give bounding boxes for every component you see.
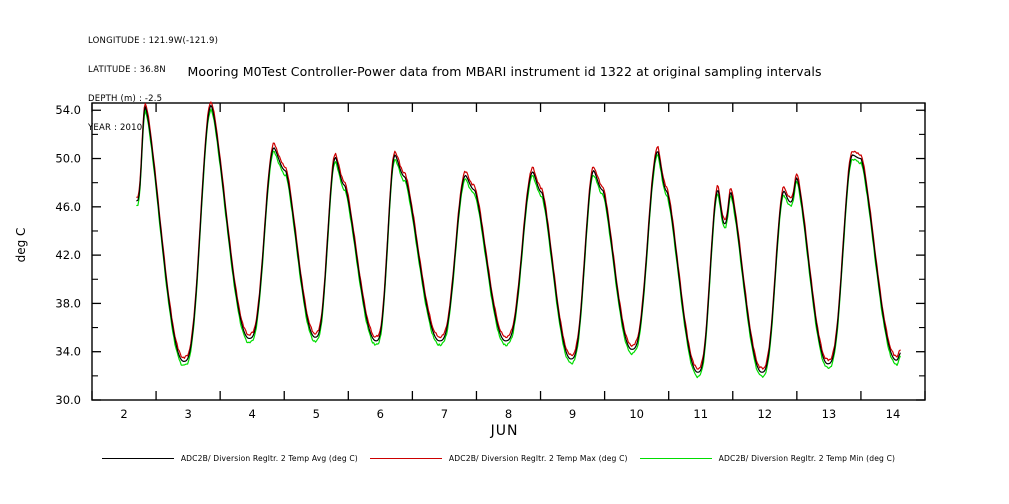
metadata-year: YEAR : 2010 [88,122,143,133]
x-tick-label: 10 [629,407,644,421]
chart-title: Mooring M0Test Controller-Power data fro… [187,64,822,79]
legend-swatch-icon [369,457,442,459]
chart-legend: ADC2B/ Diversion Regltr. 2 Temp Avg (deg… [0,448,1009,468]
y-tick-label: 34.0 [55,345,81,359]
x-tick-label: 12 [757,407,772,421]
series-line-max [136,101,901,370]
x-tick-label: 4 [249,407,256,421]
x-axis-label: JUN [490,423,519,439]
legend-label: ADC2B/ Diversion Regltr. 2 Temp Max (deg… [448,453,628,463]
x-tick-label: 13 [822,407,837,421]
chart-plot-area: 30.0 34.0 38.0 42.0 46.0 50.0 54.0 2 3 4 5 6 7 8 9 10 11… [55,101,926,421]
y-tick-label: 42.0 [55,248,81,262]
series-line-avg [136,104,901,373]
x-tick-label: 2 [120,407,127,421]
x-tick-label: 14 [886,407,901,421]
x-tick-label: 6 [377,407,384,421]
x-tick-label: 11 [693,407,708,421]
plot-frame [91,102,926,401]
legend-swatch-icon [101,457,174,459]
legend-item: ADC2B/ Diversion Regltr. 2 Temp Avg (deg… [101,453,370,463]
y-tick-label: 46.0 [55,200,81,214]
y-tick-label: 30.0 [55,393,81,407]
metadata-depth: DEPTH (m) : -2.5 [88,93,163,104]
x-tick-label: 9 [569,407,576,421]
legend-row: ADC2B/ Diversion Regltr. 2 Temp Avg (deg… [0,448,1009,468]
legend-label: ADC2B/ Diversion Regltr. 2 Temp Avg (deg… [180,453,358,463]
x-tick-label: 7 [441,407,448,421]
x-tick-label: 5 [313,407,320,421]
legend-item: ADC2B/ Diversion Regltr. 2 Temp Min (deg… [639,453,908,463]
x-tick-label: 8 [505,407,512,421]
y-tick-label: 54.0 [55,103,81,117]
y-tick-label: 50.0 [55,152,81,166]
legend-label: ADC2B/ Diversion Regltr. 2 Temp Min (deg… [718,453,896,463]
x-tick-label: 3 [184,407,191,421]
y-tick-label: 38.0 [55,296,81,310]
metadata-longitude: LONGITUDE : 121.9W(-121.9) [88,36,219,47]
legend-item: ADC2B/ Diversion Regltr. 2 Temp Max (deg… [369,453,640,463]
metadata-latitude: LATITUDE : 36.8N [88,64,166,75]
legend-swatch-icon [639,457,712,459]
station-metadata: LONGITUDE : 121.9W(-121.9) LATITUDE : 36… [88,18,218,152]
